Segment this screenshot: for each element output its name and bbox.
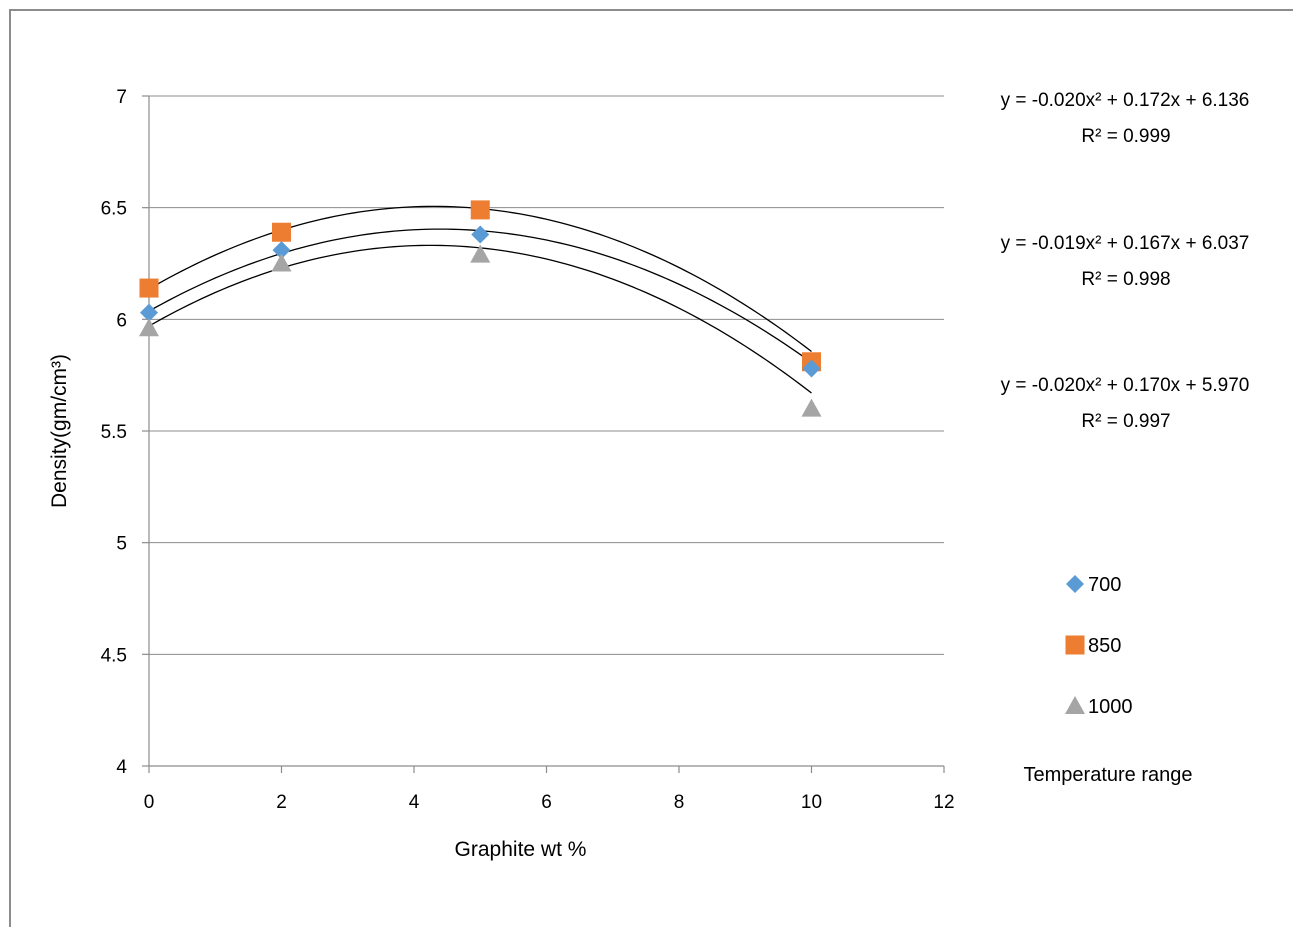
x-tick-label: 10: [801, 792, 822, 813]
legend-label-700: 700: [1088, 574, 1121, 596]
y-tick-label: 5.5: [101, 422, 127, 443]
axes: [142, 95, 945, 773]
x-axis-title: Graphite wt %: [455, 838, 587, 861]
point-700-3: [802, 359, 821, 378]
trendline-equation-850: y = -0.020x² + 0.172x + 6.136: [1001, 90, 1250, 111]
legend-title: Temperature range: [1024, 764, 1193, 786]
x-tick-label: 6: [541, 792, 552, 813]
y-tick-label: 4: [116, 757, 127, 778]
point-1000-0: [139, 318, 159, 337]
trendline-equation-700: y = -0.019x² + 0.167x + 6.037: [1001, 233, 1250, 254]
legend-marker-850: [1065, 635, 1085, 655]
x-tick-label: 4: [409, 792, 420, 813]
point-1000-1: [271, 253, 292, 272]
point-1000-2: [470, 244, 491, 263]
trendline-equation-1000: y = -0.020x² + 0.170x + 5.970: [1001, 375, 1250, 396]
legend-marker-1000: [1065, 696, 1085, 714]
y-tick-label: 7: [116, 87, 127, 108]
y-tick-label: 5: [116, 534, 127, 555]
x-tick-label: 8: [674, 792, 685, 813]
x-tick-label: 12: [933, 792, 954, 813]
data-points: [139, 200, 822, 417]
x-tick-label: 0: [144, 792, 155, 813]
trendline-r2-850: R² = 0.999: [1081, 126, 1170, 147]
x-tick-label: 2: [276, 792, 287, 813]
legend-marker-700: [1066, 575, 1084, 593]
legend: 700 850 1000 Temperature range: [1024, 574, 1193, 786]
y-tick-label: 6: [116, 310, 127, 331]
point-850-0: [139, 278, 159, 298]
y-tick-label: 4.5: [101, 645, 127, 666]
y-tick-label: 6.5: [101, 199, 127, 220]
point-850-2: [470, 200, 490, 220]
point-700-1: [272, 241, 291, 260]
point-700-0: [140, 303, 158, 322]
trendline-r2-1000: R² = 0.997: [1081, 411, 1170, 432]
gridlines: [149, 95, 944, 655]
legend-label-850: 850: [1088, 635, 1121, 657]
labels: 4 4.5 5 5.5 6 6.5 7 0 2 4 6 8 10 12 Graphite wt % Densi…: [48, 87, 1249, 861]
point-1000-3: [801, 398, 822, 417]
point-850-1: [272, 222, 291, 242]
trendline-r2-700: R² = 0.998: [1081, 269, 1170, 290]
chart-border: [9, 9, 1293, 927]
y-axis-title: Density(gm/cm³): [48, 354, 71, 508]
legend-label-1000: 1000: [1088, 696, 1133, 718]
point-700-2: [471, 225, 490, 244]
